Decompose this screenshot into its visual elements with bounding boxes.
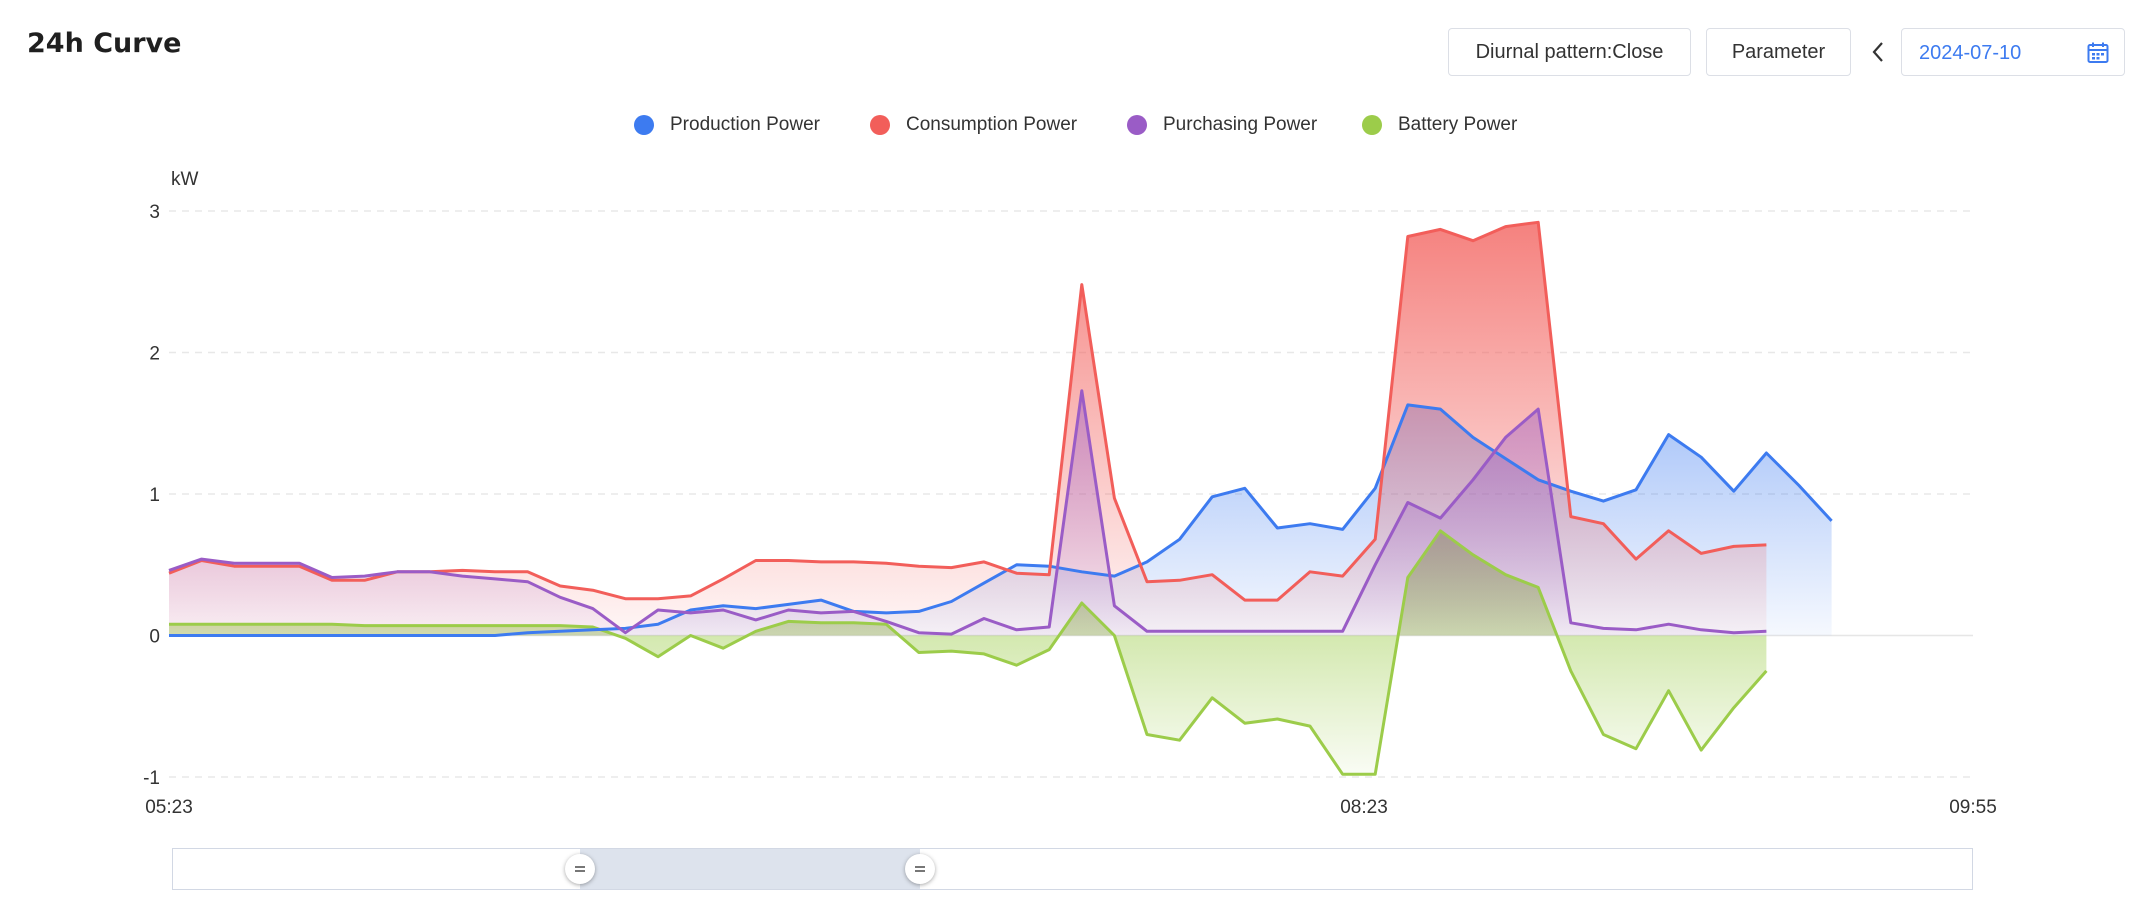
calendar-icon[interactable] [2086, 41, 2110, 65]
page-title: 24h Curve [27, 28, 182, 59]
power-curve-chart[interactable]: -1 0 1 2 3 kW 05:23 08:23 09:55 [0, 0, 2138, 840]
series-line-purchasing [168, 389, 1767, 636]
x-tick-label: 08:23 [1340, 797, 1388, 818]
y-axis-label: kW [171, 169, 199, 190]
area-purchasing [169, 390, 1767, 636]
x-tick-label: 05:23 [145, 797, 193, 818]
legend-label-consumption: Consumption Power [906, 114, 1078, 135]
legend-item-battery[interactable]: Battery Power [1362, 110, 1517, 140]
diurnal-pattern-button[interactable]: Diurnal pattern:Close [1448, 28, 1691, 76]
zoom-selection[interactable] [580, 849, 921, 889]
zoom-handle-right[interactable] [905, 854, 936, 884]
legend-item-production[interactable]: Production Power [634, 110, 820, 140]
series-line-production [169, 403, 1833, 637]
legend-item-consumption[interactable]: Consumption Power [870, 110, 1077, 140]
legend-label-battery: Battery Power [1398, 114, 1518, 135]
legend-dot-consumption [870, 115, 890, 135]
x-tick-label: 09:55 [1949, 797, 1997, 818]
series-line-battery [169, 529, 1768, 776]
date-picker[interactable]: 2024-07-10 [1901, 28, 2125, 76]
parameter-button[interactable]: Parameter [1706, 28, 1851, 76]
y-tick-label: 0 [149, 627, 160, 648]
y-tick-label: 3 [149, 202, 160, 223]
date-value: 2024-07-10 [1919, 42, 2022, 64]
chart-legend: Production Power Consumption Power Purch… [0, 110, 2138, 140]
legend-dot-battery [1362, 115, 1382, 135]
chevron-left-icon[interactable] [1866, 36, 1890, 68]
zoom-handle-left[interactable] [565, 854, 596, 884]
legend-label-purchasing: Purchasing Power [1163, 114, 1318, 135]
y-tick-label: 1 [149, 485, 160, 506]
legend-dot-purchasing [1127, 115, 1147, 135]
zoom-slider[interactable] [172, 848, 1973, 890]
legend-label-production: Production Power [670, 114, 820, 135]
legend-dot-production [634, 115, 654, 135]
y-tick-label: -1 [143, 768, 160, 789]
y-tick-label: 2 [149, 344, 160, 365]
legend-item-purchasing[interactable]: Purchasing Power [1127, 110, 1317, 140]
